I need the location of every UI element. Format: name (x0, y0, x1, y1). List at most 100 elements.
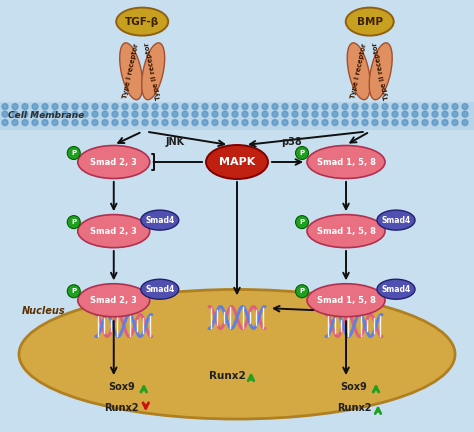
Ellipse shape (369, 43, 392, 100)
Circle shape (222, 111, 228, 117)
Circle shape (352, 104, 358, 110)
Ellipse shape (67, 146, 80, 159)
Circle shape (132, 111, 138, 117)
Text: Runx2: Runx2 (104, 403, 139, 413)
Text: Smad 1, 5, 8: Smad 1, 5, 8 (317, 227, 375, 235)
Circle shape (152, 104, 158, 110)
Circle shape (342, 111, 348, 117)
Circle shape (272, 111, 278, 117)
Circle shape (82, 120, 88, 126)
Bar (0, 102, 474, 130)
Circle shape (452, 111, 458, 117)
Circle shape (452, 104, 458, 110)
Circle shape (152, 111, 158, 117)
Circle shape (252, 120, 258, 126)
Circle shape (272, 104, 278, 110)
Circle shape (82, 104, 88, 110)
Circle shape (12, 104, 18, 110)
Text: Smad 2, 3: Smad 2, 3 (91, 227, 137, 235)
Circle shape (382, 120, 388, 126)
Text: Type I receptor: Type I receptor (122, 43, 140, 99)
Text: P: P (300, 150, 305, 156)
Text: P: P (71, 288, 76, 294)
Text: Smad 1, 5, 8: Smad 1, 5, 8 (317, 158, 375, 166)
Circle shape (442, 111, 448, 117)
Circle shape (352, 111, 358, 117)
Circle shape (332, 120, 338, 126)
Text: Type I receptor: Type I receptor (350, 43, 367, 99)
Ellipse shape (307, 284, 385, 317)
Circle shape (372, 104, 378, 110)
Circle shape (102, 120, 108, 126)
Circle shape (252, 104, 258, 110)
Circle shape (352, 120, 358, 126)
Ellipse shape (307, 215, 385, 248)
Circle shape (402, 120, 408, 126)
Text: Cell Membrane: Cell Membrane (8, 111, 84, 120)
Circle shape (382, 111, 388, 117)
Circle shape (92, 111, 98, 117)
Circle shape (302, 104, 308, 110)
Circle shape (272, 120, 278, 126)
Circle shape (212, 111, 218, 117)
Circle shape (2, 120, 8, 126)
Text: Nucleus: Nucleus (22, 306, 65, 316)
Text: Smad 2, 3: Smad 2, 3 (91, 158, 137, 166)
Circle shape (302, 120, 308, 126)
Circle shape (332, 111, 338, 117)
Circle shape (372, 120, 378, 126)
Text: Smad 1, 5, 8: Smad 1, 5, 8 (317, 296, 375, 305)
Circle shape (172, 104, 178, 110)
Circle shape (412, 104, 418, 110)
Circle shape (322, 120, 328, 126)
Circle shape (462, 111, 468, 117)
Circle shape (262, 120, 268, 126)
Circle shape (162, 111, 168, 117)
Circle shape (192, 111, 198, 117)
Text: Smad4: Smad4 (382, 216, 410, 225)
Circle shape (372, 111, 378, 117)
Circle shape (32, 120, 38, 126)
Text: P: P (300, 219, 305, 225)
Circle shape (102, 111, 108, 117)
Text: MAPK: MAPK (219, 157, 255, 167)
Circle shape (192, 104, 198, 110)
Circle shape (142, 120, 148, 126)
Circle shape (312, 120, 318, 126)
Circle shape (182, 104, 188, 110)
Ellipse shape (78, 284, 150, 317)
Circle shape (62, 111, 68, 117)
Circle shape (312, 111, 318, 117)
Text: Smad4: Smad4 (145, 216, 174, 225)
Ellipse shape (295, 146, 309, 159)
Circle shape (292, 120, 298, 126)
Circle shape (422, 120, 428, 126)
Circle shape (42, 104, 48, 110)
Text: Type II receptor: Type II receptor (372, 42, 390, 101)
Circle shape (32, 111, 38, 117)
Circle shape (132, 120, 138, 126)
Circle shape (222, 104, 228, 110)
Ellipse shape (116, 8, 168, 35)
Circle shape (232, 104, 238, 110)
Circle shape (282, 111, 288, 117)
Circle shape (242, 104, 248, 110)
Circle shape (412, 120, 418, 126)
Ellipse shape (67, 285, 80, 298)
Ellipse shape (78, 146, 150, 178)
Circle shape (462, 120, 468, 126)
Circle shape (312, 104, 318, 110)
Circle shape (202, 104, 208, 110)
Ellipse shape (377, 210, 415, 230)
Circle shape (432, 111, 438, 117)
Circle shape (92, 104, 98, 110)
Circle shape (72, 104, 78, 110)
Circle shape (132, 104, 138, 110)
Text: Type II receptor: Type II receptor (144, 42, 162, 101)
Ellipse shape (377, 279, 415, 299)
Circle shape (402, 111, 408, 117)
Ellipse shape (141, 279, 179, 299)
Circle shape (462, 104, 468, 110)
Circle shape (52, 111, 58, 117)
Text: Sox9: Sox9 (109, 381, 135, 392)
